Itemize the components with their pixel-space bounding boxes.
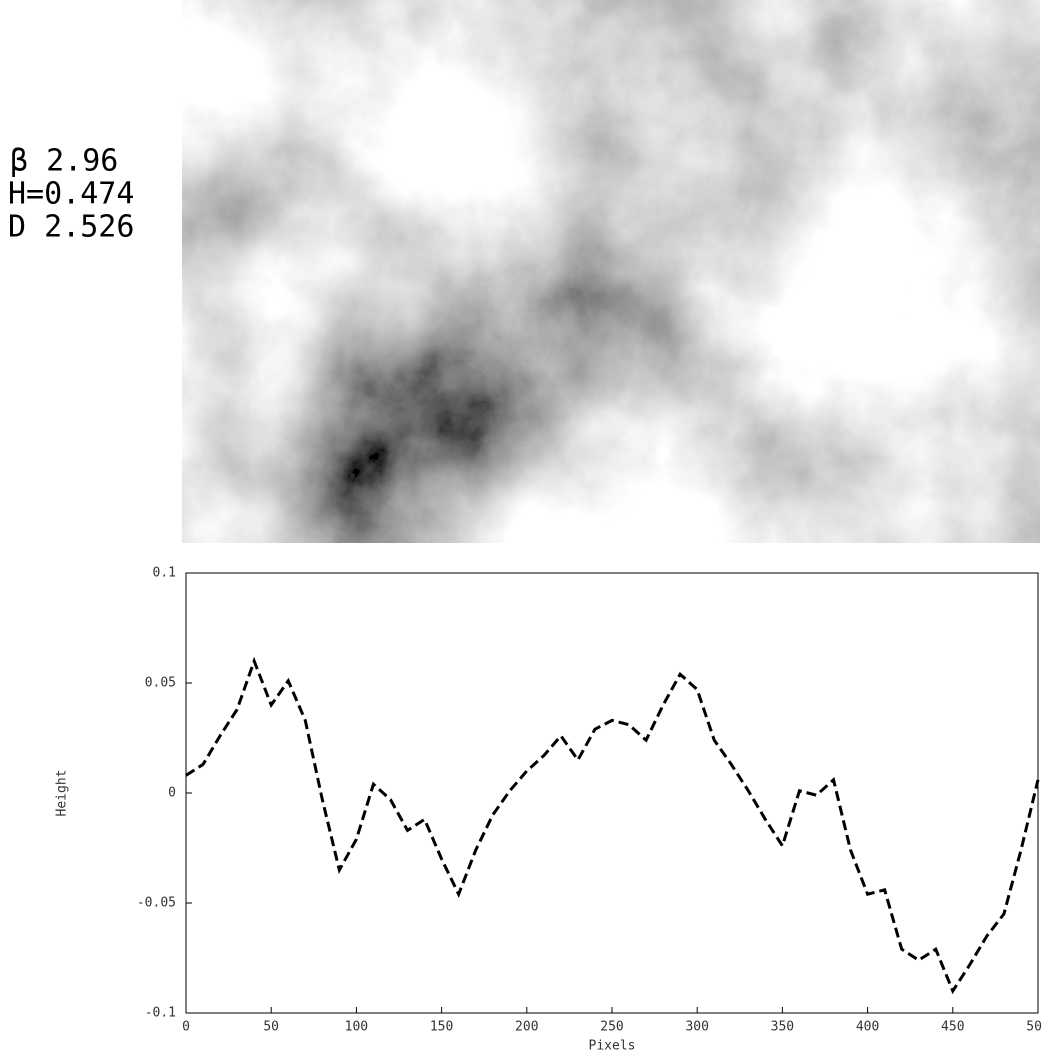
y-axis-label: Height	[55, 770, 70, 817]
x-tick-label: 400	[856, 1020, 879, 1035]
x-tick-label: 150	[430, 1020, 453, 1035]
x-axis-label: Pixels	[589, 1039, 636, 1054]
x-tick-label: 50	[263, 1020, 279, 1035]
y-tick-label: 0.1	[153, 566, 176, 581]
x-tick-label: 250	[600, 1020, 623, 1035]
y-tick-label: -0.1	[145, 1006, 176, 1021]
x-tick-label: 350	[771, 1020, 794, 1035]
dimension-label: D 2.526	[8, 210, 134, 245]
plot-frame	[186, 573, 1038, 1013]
beta-label: β 2.96	[10, 144, 118, 179]
x-tick-label: 0	[182, 1020, 190, 1035]
y-tick-label: 0.05	[145, 676, 176, 691]
hurst-label: H=0.474	[8, 177, 134, 212]
x-tick-label: 100	[345, 1020, 368, 1035]
line-series	[186, 661, 1038, 991]
x-tick-label: 200	[515, 1020, 538, 1035]
x-tick-label: 300	[685, 1020, 708, 1035]
y-tick-label: -0.05	[137, 896, 176, 911]
x-tick-label: 450	[941, 1020, 964, 1035]
y-tick-label: 0	[168, 786, 176, 801]
x-tick-label: 500	[1026, 1020, 1042, 1035]
profile-plot: 0 50 100 150 200 250 300 350 400 450 500 -0.1 -0.05 0…	[55, 566, 1042, 1054]
fractal-surface	[182, 0, 1040, 543]
